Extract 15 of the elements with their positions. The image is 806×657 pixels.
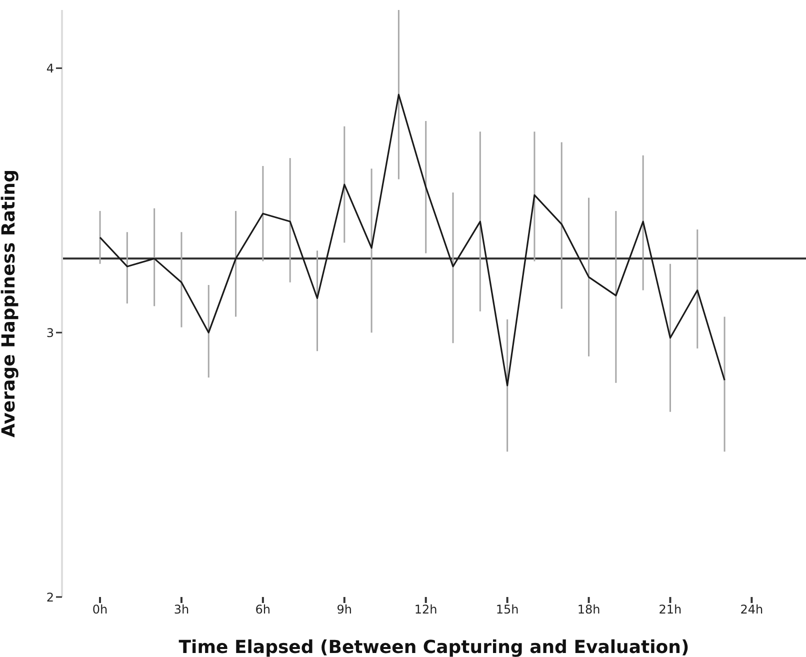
y-tick-label: 3 — [46, 326, 54, 340]
x-axis-title: Time Elapsed (Between Capturing and Evaluation) — [178, 637, 690, 657]
x-tick-label: 0h — [92, 602, 108, 617]
y-tick-label: 4 — [46, 61, 54, 76]
y-tick-label: 2 — [46, 590, 54, 604]
line-series — [99, 94, 726, 386]
x-tick-label: 3h — [174, 602, 190, 617]
x-tick-label: 18h — [577, 602, 600, 617]
y-axis-title: Average Happiness Rating — [0, 170, 20, 438]
x-tick-label: 21h — [658, 602, 682, 617]
x-tick-label: 24h — [740, 602, 764, 617]
x-tick-label: 9h — [336, 602, 352, 617]
x-tick-label: 6h — [255, 602, 271, 617]
x-tick-label: 12h — [414, 602, 438, 617]
x-tick-label: 15h — [496, 602, 519, 617]
